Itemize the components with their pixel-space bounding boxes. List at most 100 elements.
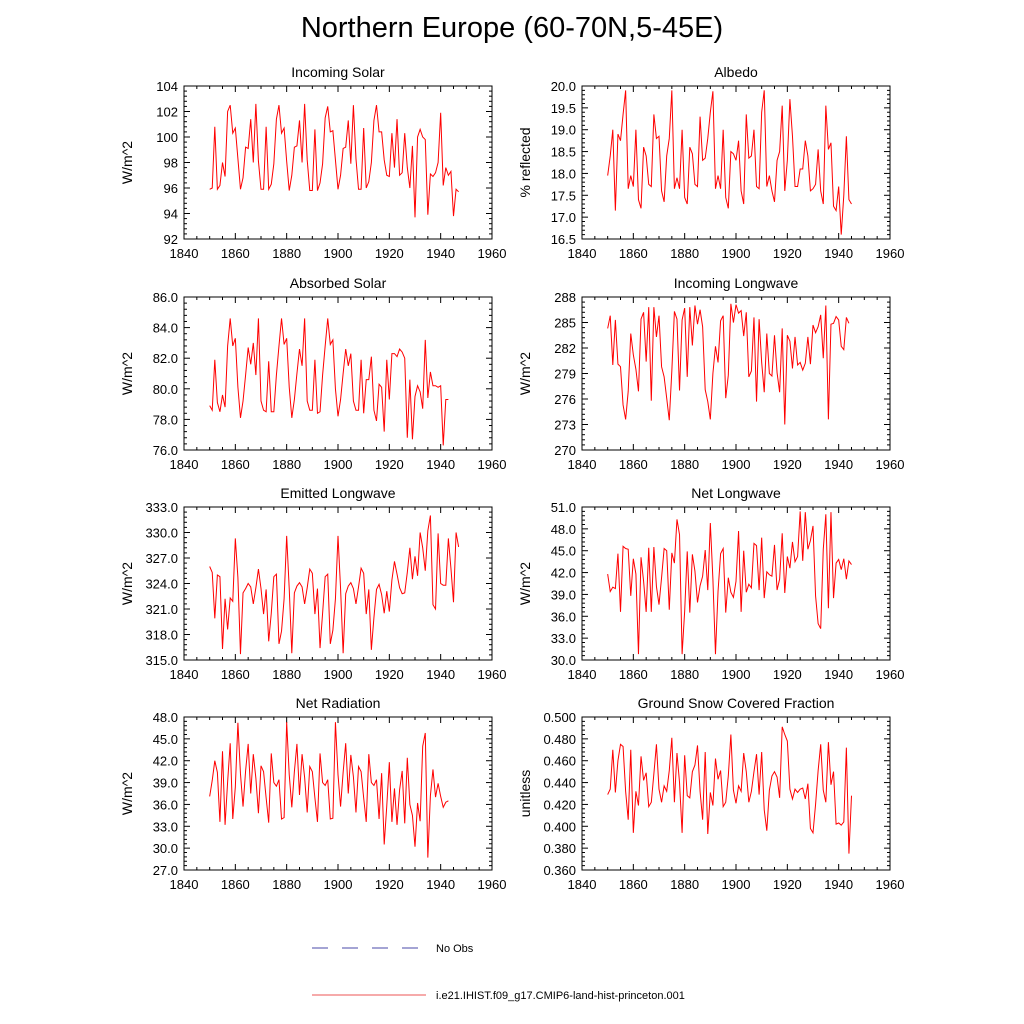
page-title: Northern Europe (60-70N,5-45E) <box>300 12 724 44</box>
x-tick-label: 1920 <box>375 457 404 472</box>
x-tick-label: 1880 <box>272 877 301 892</box>
y-tick-label: 104 <box>156 79 178 94</box>
x-tick-label: 1880 <box>272 667 301 682</box>
x-tick-label: 1960 <box>478 877 507 892</box>
y-tick-label: 19.0 <box>551 123 576 138</box>
y-tick-label: 0.420 <box>543 797 576 812</box>
y-tick-label: 285 <box>554 316 576 331</box>
x-tick-label: 1920 <box>773 457 802 472</box>
series-line <box>607 511 852 655</box>
x-tick-label: 1840 <box>170 877 199 892</box>
x-tick-label: 1900 <box>722 457 751 472</box>
plot-frame <box>581 296 891 451</box>
y-tick-label: 82.0 <box>153 351 178 366</box>
x-tick-label: 1840 <box>170 667 199 682</box>
x-tick-label: 1960 <box>478 667 507 682</box>
chart-panel-2: Absorbed Solar W/m^2 1840 1860 1880 1900 1920 1… <box>119 275 506 472</box>
y-tick-label: 100 <box>156 130 178 145</box>
y-axis-label: W/m^2 <box>517 352 533 395</box>
y-tick-label: 318.0 <box>145 628 178 643</box>
y-axis-label: W/m^2 <box>119 352 135 395</box>
y-tick-label: 315.0 <box>145 653 178 668</box>
y-tick-label: 18.5 <box>551 145 576 160</box>
y-tick-label: 273 <box>554 418 576 433</box>
x-tick-label: 1860 <box>619 667 648 682</box>
x-tick-label: 1860 <box>221 667 250 682</box>
y-tick-label: 45.0 <box>551 544 576 559</box>
y-tick-label: 321.0 <box>145 602 178 617</box>
series-line <box>607 90 852 235</box>
y-tick-label: 84.0 <box>153 321 178 336</box>
x-tick-label: 1840 <box>568 246 597 261</box>
y-tick-label: 333.0 <box>145 500 178 515</box>
x-tick-label: 1860 <box>619 877 648 892</box>
x-tick-label: 1960 <box>876 457 905 472</box>
y-tick-label: 36.0 <box>153 797 178 812</box>
y-tick-label: 279 <box>554 367 576 382</box>
panel-title: Emitted Longwave <box>280 485 395 501</box>
y-tick-label: 0.440 <box>543 776 576 791</box>
x-tick-label: 1900 <box>324 457 353 472</box>
x-tick-label: 1940 <box>824 877 853 892</box>
y-tick-label: 18.0 <box>551 166 576 181</box>
x-tick-label: 1960 <box>876 246 905 261</box>
y-tick-label: 30.0 <box>551 653 576 668</box>
x-tick-label: 1900 <box>324 877 353 892</box>
x-tick-label: 1840 <box>568 877 597 892</box>
x-tick-label: 1960 <box>876 667 905 682</box>
y-axis-label: W/m^2 <box>119 141 135 184</box>
panel-title: Absorbed Solar <box>290 275 387 291</box>
y-tick-label: 86.0 <box>153 290 178 305</box>
x-tick-label: 1900 <box>722 877 751 892</box>
y-tick-label: 17.5 <box>551 188 576 203</box>
x-tick-label: 1900 <box>324 667 353 682</box>
y-tick-label: 42.0 <box>551 566 576 581</box>
y-tick-label: 282 <box>554 341 576 356</box>
chart-panel-3: Incoming Longwave W/m^2 1840 1860 1880 1900 19… <box>517 275 904 472</box>
y-tick-label: 39.0 <box>153 776 178 791</box>
y-tick-label: 270 <box>554 443 576 458</box>
x-tick-label: 1860 <box>221 457 250 472</box>
y-tick-label: 76.0 <box>153 443 178 458</box>
y-tick-label: 324.0 <box>145 577 178 592</box>
y-tick-label: 98 <box>164 156 178 171</box>
x-tick-label: 1960 <box>478 246 507 261</box>
y-tick-label: 80.0 <box>153 382 178 397</box>
x-tick-label: 1960 <box>478 457 507 472</box>
y-tick-label: 33.0 <box>153 819 178 834</box>
series-line <box>209 103 459 218</box>
x-tick-label: 1840 <box>568 667 597 682</box>
y-tick-label: 48.0 <box>153 710 178 725</box>
y-tick-label: 0.400 <box>543 819 576 834</box>
x-tick-label: 1920 <box>375 246 404 261</box>
x-tick-label: 1940 <box>426 877 455 892</box>
chart-panel-7: Ground Snow Covered Fraction unitless 1840… <box>517 695 904 892</box>
y-tick-label: 96 <box>164 181 178 196</box>
chart-panel-5: Net Longwave W/m^2 1840 1860 1880 1900 1920 194… <box>517 485 904 682</box>
y-tick-label: 0.360 <box>543 863 576 878</box>
series-line <box>607 303 850 425</box>
chart-panel-4: Emitted Longwave W/m^2 1840 1860 1880 1900 192… <box>119 485 506 682</box>
x-tick-label: 1940 <box>426 457 455 472</box>
y-axis-label: % reflected <box>517 127 533 197</box>
y-tick-label: 48.0 <box>551 522 576 537</box>
y-tick-label: 288 <box>554 290 576 305</box>
panel-title: Ground Snow Covered Fraction <box>638 695 835 711</box>
panel-title: Albedo <box>714 64 758 80</box>
y-tick-label: 0.500 <box>543 710 576 725</box>
y-tick-label: 16.5 <box>551 232 576 247</box>
y-tick-label: 20.0 <box>551 79 576 94</box>
x-tick-label: 1940 <box>824 457 853 472</box>
y-tick-label: 42.0 <box>153 754 178 769</box>
x-tick-label: 1840 <box>170 457 199 472</box>
x-tick-label: 1920 <box>773 877 802 892</box>
x-tick-label: 1860 <box>619 246 648 261</box>
y-tick-label: 36.0 <box>551 609 576 624</box>
y-tick-label: 92 <box>164 232 178 247</box>
x-tick-label: 1900 <box>722 246 751 261</box>
plot-frame <box>581 85 891 240</box>
x-tick-label: 1880 <box>670 667 699 682</box>
y-tick-label: 39.0 <box>551 587 576 602</box>
x-tick-label: 1880 <box>670 246 699 261</box>
panel-title: Incoming Solar <box>291 64 385 80</box>
